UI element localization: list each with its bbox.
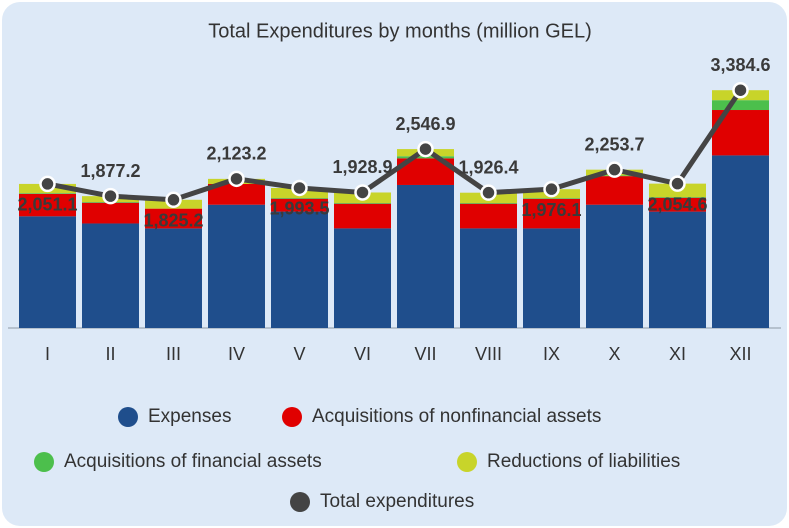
data-label: 2,051.1 bbox=[17, 195, 77, 215]
legend-label: Acquisitions of financial assets bbox=[64, 451, 322, 472]
data-label: 1,976.1 bbox=[521, 200, 581, 220]
bar-segment bbox=[19, 193, 76, 217]
x-tick-label: V bbox=[293, 344, 305, 364]
bar-segment bbox=[334, 228, 391, 328]
data-label: 1,928.9 bbox=[332, 157, 392, 177]
bar-segment bbox=[271, 198, 328, 199]
data-label: 2,123.2 bbox=[206, 144, 266, 164]
bar-segment bbox=[271, 198, 328, 212]
bar-segment bbox=[334, 203, 391, 229]
chart-title: Total Expenditures by months (million GE… bbox=[208, 20, 592, 42]
bar-segment bbox=[523, 198, 580, 199]
data-label: 1,877.2 bbox=[80, 161, 140, 181]
x-tick-label: II bbox=[105, 344, 115, 364]
total-point bbox=[732, 81, 749, 99]
bar-segment bbox=[523, 198, 580, 229]
bar-segment bbox=[649, 211, 706, 328]
x-tick-label: IV bbox=[228, 344, 245, 364]
x-tick-label: VII bbox=[414, 344, 436, 364]
bar-segment bbox=[145, 208, 202, 229]
total-line bbox=[47, 88, 743, 203]
x-tick-label: VIII bbox=[475, 344, 502, 364]
legend-label: Acquisitions of nonfinancial assets bbox=[312, 406, 601, 427]
bar-segment bbox=[649, 197, 706, 198]
total-point bbox=[165, 191, 182, 209]
x-tick-label: IX bbox=[543, 344, 560, 364]
data-label: 2,546.9 bbox=[395, 114, 455, 134]
bar-segment bbox=[712, 155, 769, 328]
data-label: 2,054.6 bbox=[647, 194, 707, 214]
bar-segment bbox=[82, 202, 139, 224]
total-point bbox=[543, 180, 560, 198]
total-point bbox=[102, 187, 119, 205]
bar-segment bbox=[460, 203, 517, 204]
x-tick-label: III bbox=[166, 344, 181, 364]
bar-segment bbox=[271, 211, 328, 328]
data-label: 1,825.2 bbox=[143, 211, 203, 231]
data-label: 2,253.7 bbox=[584, 134, 644, 154]
legend-label: Total expenditures bbox=[320, 491, 474, 512]
legend-label: Expenses bbox=[148, 406, 231, 427]
bar-segment bbox=[460, 228, 517, 328]
data-label: 3,384.6 bbox=[710, 55, 770, 75]
bar-segment bbox=[649, 197, 706, 212]
x-tick-label: VI bbox=[354, 344, 371, 364]
bar-segment bbox=[334, 203, 391, 204]
data-label: 1,993.5 bbox=[269, 199, 329, 219]
bar-segment bbox=[586, 176, 643, 205]
x-tick-label: XI bbox=[669, 344, 686, 364]
bar-segment bbox=[712, 100, 769, 111]
bar-segment bbox=[397, 184, 454, 328]
total-point bbox=[39, 175, 56, 193]
legend-marker bbox=[34, 452, 54, 472]
legend-marker bbox=[282, 407, 302, 427]
bar-segment bbox=[82, 223, 139, 328]
total-point bbox=[480, 184, 497, 201]
bar-segment bbox=[208, 183, 265, 205]
total-point bbox=[291, 179, 308, 197]
x-tick-label: I bbox=[45, 344, 50, 364]
total-point bbox=[417, 140, 434, 158]
legend-label: Reductions of liabilities bbox=[487, 451, 680, 472]
data-label: 1,926.4 bbox=[458, 157, 518, 177]
bar-segment bbox=[19, 216, 76, 328]
legend-marker bbox=[118, 407, 138, 427]
total-point bbox=[669, 175, 686, 192]
total-point bbox=[606, 161, 623, 178]
legend-marker bbox=[290, 492, 310, 512]
total-point bbox=[354, 184, 371, 201]
bar-segment bbox=[460, 203, 517, 229]
x-tick-label: XII bbox=[729, 344, 751, 364]
bar-segment bbox=[523, 228, 580, 328]
total-point bbox=[228, 170, 245, 188]
bar-segment bbox=[586, 204, 643, 328]
bar-segment bbox=[19, 193, 76, 194]
x-tick-label: X bbox=[608, 344, 620, 364]
bar-segment bbox=[145, 228, 202, 328]
legend-marker bbox=[457, 452, 477, 472]
bar-segment bbox=[208, 204, 265, 328]
